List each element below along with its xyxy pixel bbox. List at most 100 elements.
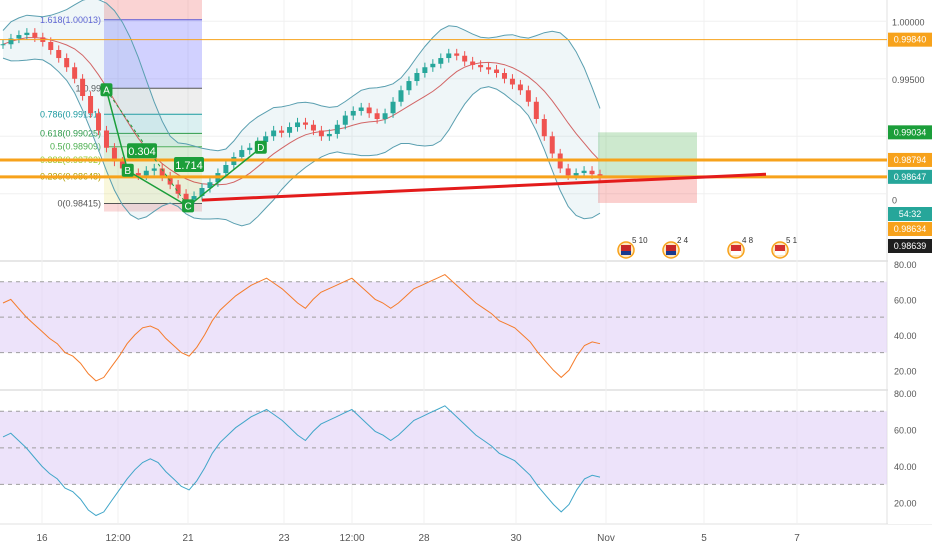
candle-body [438,58,444,64]
candle-body [279,130,285,133]
candle-body [0,44,6,46]
candle-body [398,90,404,102]
candle-body [374,113,380,119]
position-target-zone [598,132,697,177]
flag-icon-top [666,245,676,251]
candle-body [358,107,364,111]
abcd-point-label: A [103,85,110,96]
candle-body [48,41,54,50]
time-tick-label: 12:00 [105,533,130,544]
flag-icon-bottom [666,251,676,255]
time-tick-label: Nov [597,533,615,544]
candle-body [350,110,356,116]
candle-body [390,101,396,114]
price-label-badge [888,152,932,167]
time-tick-label: 5 [701,533,707,544]
abcd-point-marker [182,199,195,213]
candle-body [342,115,348,125]
candle-body [478,64,484,68]
candle-body [517,84,523,91]
time-tick-label: 7 [794,533,800,544]
abcd-point-marker [100,83,113,97]
osc-tick-label: 60.00 [894,295,917,305]
flag-icon-bottom [731,251,741,255]
event-marker: 5 1 [771,236,798,259]
event-marker: 5 10 [617,236,648,259]
price-label-text: 0.99840 [894,35,927,45]
flag-icon-top [731,245,741,251]
candle-body [326,133,332,137]
time-axis[interactable]: 16 12:00 21 23 12:00 28 30 Nov 5 7 [36,533,800,544]
candle-body [318,130,324,137]
candle-body [199,188,205,197]
candle-body [565,168,571,176]
candle-body [80,78,86,96]
candle-body [96,113,102,131]
candle-body [470,61,476,65]
candle-body [454,53,460,56]
candle-body [302,122,308,125]
fib-level-label: 0.5(0.98909) [50,142,101,152]
flag-icon-bottom [775,251,785,255]
event-count: 5 1 [786,236,798,245]
candle-body [223,165,229,174]
abcd-ratio-badge [127,143,157,159]
candle-body [56,50,62,59]
osc-tick-label: 40.00 [894,462,917,472]
candle-body [573,173,579,176]
candle-body [366,107,372,114]
price-label-text: 0.98639 [894,241,927,251]
price-axis-bg [888,0,932,524]
fib-level-label: 0.786(0.99191) [40,109,101,119]
osc-tick-label: 80.00 [894,260,917,270]
price-tick-label: 0.99500 [892,75,925,85]
abcd-pattern[interactable]: A B C D 0.304 1.714 [100,83,267,213]
fib-zone-top [104,0,202,20]
candle-body [541,119,547,137]
candle-body [382,113,388,119]
flag-icon-top [775,245,785,251]
time-tick-label: 12:00 [339,533,364,544]
trendline[interactable] [201,172,767,202]
price-label-text: 0.98794 [894,155,927,165]
candle-body [24,32,30,36]
oscillator-2-line [0,405,887,517]
abcd-point-marker [121,163,134,177]
long-position-tool[interactable] [598,132,697,203]
price-tick-label: 1.00000 [892,17,925,27]
fib-level-label: 1(0.99 [75,83,101,93]
event-marker: 4 8 [727,236,754,259]
candle-body [414,73,420,82]
event-count: 5 10 [632,236,648,245]
fib-level-label: 1.618(1.00013) [40,15,101,25]
price-axis[interactable]: 1.00000 0.99500 0 0.99840 0.99034 0.98794 0.98… [888,0,932,524]
economic-events[interactable]: 5 10 2 4 4 8 5 1 [617,236,798,259]
osc-tick-label: 20.00 [894,499,917,509]
osc-tick-label: 60.00 [894,426,917,436]
osc-line [2,405,601,517]
candle-body [446,53,452,59]
price-pane[interactable] [0,0,887,261]
oscillator-1-line [0,274,887,382]
candle-body [135,173,141,176]
price-label-badge [888,125,932,140]
candle-body [462,55,468,62]
flag-icon-top [621,245,631,251]
candle-body [32,32,38,38]
fib-zone [104,114,202,134]
abcd-ratio-badge [174,157,204,172]
time-tick-label: 28 [418,533,430,544]
candle-body [16,35,22,39]
time-tick-label: 23 [278,533,290,544]
candle-body [589,170,595,175]
candle-body [151,168,157,171]
candle-body [207,182,213,188]
abcd-ratio-label: 0.304 [128,146,156,158]
time-tick-label: 21 [182,533,194,544]
candle-body [533,101,539,119]
candle-body [183,193,189,200]
candle-body [310,124,316,131]
candle-body [430,63,436,68]
